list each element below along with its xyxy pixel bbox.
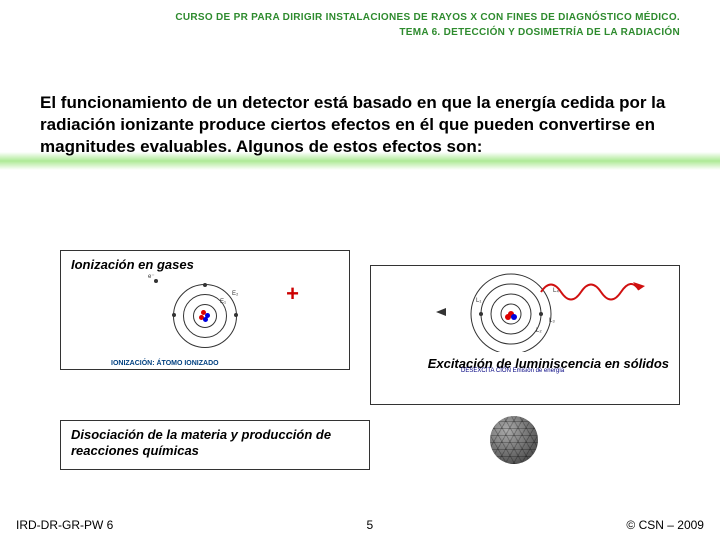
label-l3: L₃: [549, 318, 555, 324]
main-paragraph-block: El funcionamiento de un detector está ba…: [0, 42, 720, 178]
main-paragraph: El funcionamiento de un detector está ba…: [40, 92, 680, 158]
plus-icon: +: [286, 281, 299, 307]
header-topic-title: TEMA 6. DETECCIÓN Y DOSIMETRÍA DE LA RAD…: [40, 27, 680, 38]
deexcitation-caption: DESEXCITA CIÓN Emisión de energía: [461, 368, 564, 374]
label-e1: E₁: [220, 299, 226, 305]
slide-footer: IRD-DR-GR-PW 6 5 © CSN – 2009: [0, 518, 720, 532]
label-l1: L₁: [476, 298, 481, 304]
footer-page-number: 5: [367, 518, 374, 532]
label-l2: L₂: [536, 328, 542, 334]
header-course-title: CURSO DE PR PARA DIRIGIR INSTALACIONES D…: [40, 12, 680, 23]
atom-diagram: E₁ E₂ e⁻: [160, 281, 250, 351]
box-ionization-title: Ionización en gases: [61, 251, 349, 278]
box-dissociation-title: Disociación de la materia y producción d…: [61, 421, 369, 466]
footer-left: IRD-DR-GR-PW 6: [16, 518, 113, 532]
fullerene-icon: [490, 416, 546, 472]
box-ionization: Ionización en gases E₁ E₂ e⁻ + IONIZACIÓ…: [60, 250, 350, 370]
label-e2: E₂: [232, 291, 238, 297]
footer-copyright: © CSN – 2009: [626, 518, 704, 532]
slide-header: CURSO DE PR PARA DIRIGIR INSTALACIONES D…: [0, 0, 720, 38]
excitation-diagram: L₁ L₂ L₃ L₄: [381, 272, 671, 352]
ionization-caption: IONIZACIÓN: ÁTOMO IONIZADO: [111, 360, 219, 367]
box-dissociation: Disociación de la materia y producción d…: [60, 420, 370, 470]
box-excitation: L₁ L₂ L₃ L₄ DESEXCITA CIÓN Emisión de en…: [370, 265, 680, 405]
